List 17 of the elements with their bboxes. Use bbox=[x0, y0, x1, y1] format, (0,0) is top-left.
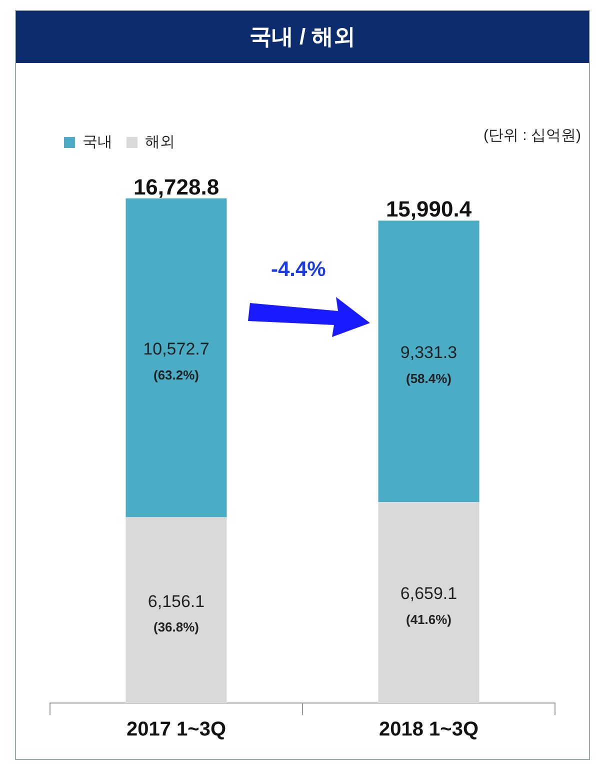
legend-label: 국내 bbox=[82, 134, 112, 151]
chart-title: 국내 / 해외 bbox=[16, 11, 589, 63]
data-label: 10,572.7 (63.2%) bbox=[143, 340, 210, 382]
legend-label: 해외 bbox=[145, 134, 175, 151]
data-label: 6,659.1 (41.6%) bbox=[400, 584, 458, 628]
x-tick-label: 2018 1~3Q bbox=[378, 718, 479, 741]
text: (단위 : 십억원) bbox=[484, 126, 581, 145]
x-tick-label: 2017 1~3Q bbox=[126, 718, 226, 741]
annotation: -4.4% bbox=[271, 258, 326, 282]
data-label: 9,331.3 (58.4%) bbox=[400, 343, 458, 386]
bar bbox=[378, 502, 480, 703]
bar bbox=[126, 198, 227, 518]
total-label: 16,728.8 bbox=[133, 174, 220, 200]
bar bbox=[126, 517, 227, 703]
total-label: 15,990.4 bbox=[386, 196, 472, 222]
bar bbox=[378, 220, 480, 502]
data-label: 6,156.1 (36.8%) bbox=[148, 592, 205, 635]
